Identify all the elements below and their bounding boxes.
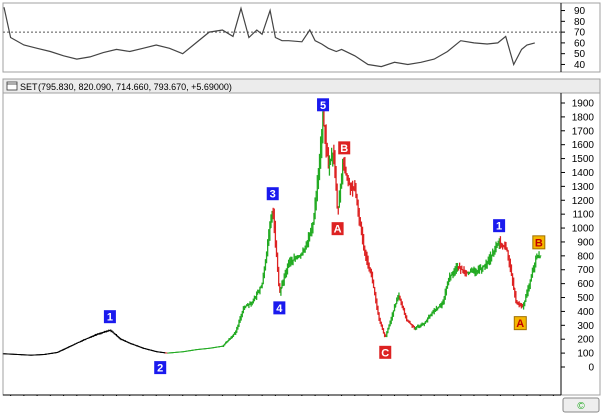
- price-tick-label: 1100: [572, 210, 594, 221]
- price-y-axis: 0 100 200 300 400 500 600 700 800 900 1000 1100 1200…: [561, 99, 594, 374]
- wave-label-box: [266, 187, 279, 201]
- indicator-tick-label: 40: [574, 60, 586, 71]
- price-tick-label: 1200: [572, 196, 595, 207]
- window-icon: [6, 81, 18, 91]
- wave-label-text: 4: [276, 303, 283, 315]
- price-tick-label: 200: [577, 335, 594, 346]
- symbol-label: SET: [20, 82, 38, 92]
- indicator-tick-label: 90: [574, 6, 586, 17]
- price-tick-label: 300: [577, 321, 594, 332]
- price-tick-label: 400: [577, 307, 594, 318]
- wave-label-text: B: [535, 237, 543, 249]
- indicator-tick-label: 50: [574, 49, 586, 60]
- price-tick-label: 800: [577, 251, 594, 262]
- wave-label-box: [103, 310, 116, 324]
- copyright-icon: ©: [577, 401, 585, 412]
- price-tick-label: 1300: [572, 182, 595, 193]
- price-tick-label: 100: [577, 349, 594, 360]
- price-tick-label: 0: [588, 363, 594, 374]
- status-button[interactable]: [562, 397, 600, 413]
- price-panel-frame: [2, 78, 601, 396]
- wave-label-text: C: [381, 347, 389, 359]
- price-tick-label: 500: [577, 293, 594, 304]
- indicator-tick-label: 70: [574, 28, 586, 39]
- price-tick-label: 1600: [572, 140, 595, 151]
- price-tick-label: 1400: [572, 168, 595, 179]
- wave-label-text: A: [516, 318, 524, 330]
- price-tick-label: 1500: [572, 154, 595, 165]
- wave-label-box: [379, 345, 392, 359]
- panel-separator: [0, 73, 604, 79]
- wave-label-text: B: [340, 143, 348, 155]
- price-tick-label: 1800: [572, 112, 595, 123]
- price-bars: [2, 108, 542, 356]
- wave-label-text: 5: [320, 100, 326, 112]
- indicator-series-line: [3, 6, 535, 68]
- price-tick-label: 900: [577, 237, 594, 248]
- wave-labels: 1 2 3 4 5 A B C 1 A B: [103, 98, 546, 375]
- ohlc-readout: (795.830, 820.090, 714.660, 793.670, +5.…: [38, 82, 232, 92]
- price-tick-label: 700: [577, 265, 594, 276]
- wave-label-box: [513, 316, 527, 331]
- indicator-frame: [2, 2, 601, 73]
- wave-label-box: [331, 222, 344, 236]
- wave-label-box: [532, 235, 546, 250]
- wave-label-text: 1: [107, 312, 113, 324]
- price-tick-label: 600: [577, 279, 594, 290]
- indicator-tick-label: 80: [574, 17, 586, 28]
- price-tick-label: 1700: [572, 126, 595, 137]
- price-tick-label: 1000: [572, 224, 595, 235]
- wave-label-box: [154, 361, 167, 375]
- wave-label-box: [317, 98, 330, 112]
- wave-label-box: [338, 141, 351, 155]
- wave-label-text: 2: [157, 363, 163, 375]
- price-panel: SET (795.830, 820.090, 714.660, 793.670,…: [0, 78, 601, 411]
- wave-label-box: [493, 219, 506, 233]
- wave-label-box: [273, 301, 286, 315]
- status-strip: [0, 396, 604, 417]
- price-tick-label: 1900: [572, 99, 595, 110]
- indicator-tick-label: 60: [574, 38, 586, 49]
- wave-label-text: A: [334, 224, 342, 236]
- price-panel-header: [2, 78, 601, 94]
- wave-label-text: 3: [270, 189, 276, 201]
- wave-label-text: 1: [496, 221, 502, 233]
- panel-header-icon[interactable]: [6, 81, 18, 91]
